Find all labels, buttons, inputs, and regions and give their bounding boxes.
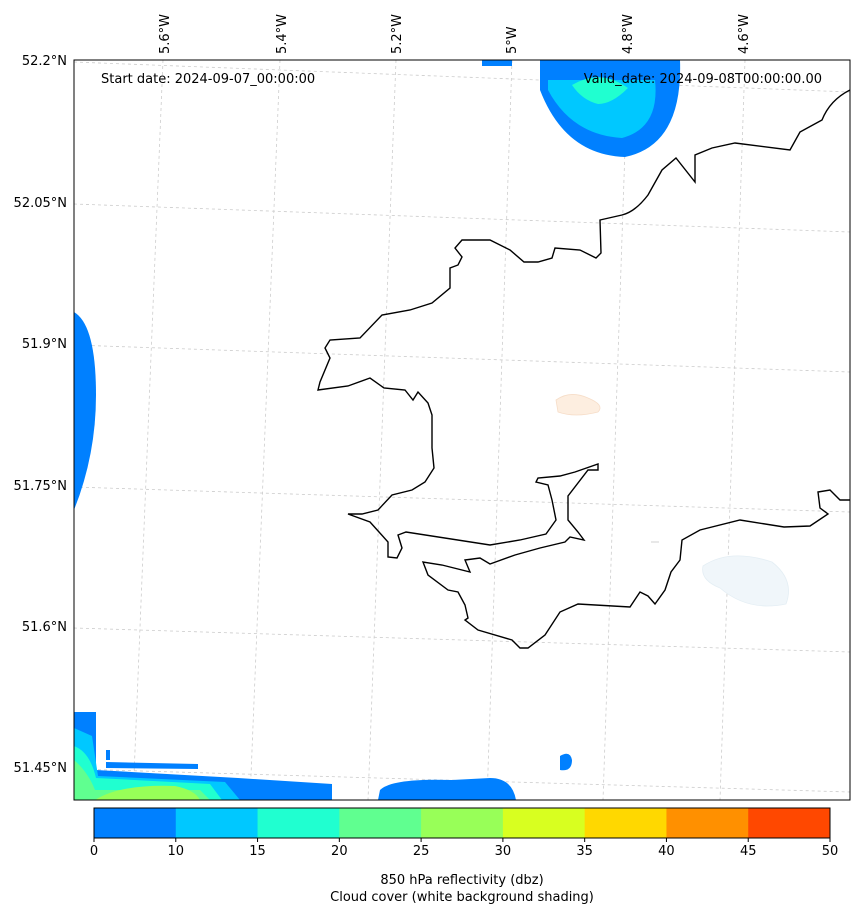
reflectivity-cell-south (378, 778, 516, 800)
colorbar (94, 808, 831, 838)
cloud-patch (651, 541, 659, 543)
lat-tick-label: 51.45°N (14, 761, 67, 776)
colorbar-segment (584, 808, 667, 838)
colorbar-segment (748, 808, 831, 838)
lat-tick-label: 51.75°N (14, 479, 67, 494)
colorbar-segment (94, 808, 177, 838)
colorbar-tick-label: 40 (658, 844, 675, 859)
colorbar-tick-label: 20 (331, 844, 348, 859)
reflectivity-strip-west (74, 312, 96, 510)
colorbar-sublabel: Cloud cover (white background shading) (330, 890, 594, 905)
colorbar-tick-label: 30 (495, 844, 512, 859)
colorbar-tick-label: 25 (413, 844, 430, 859)
reflectivity-band-southwest (74, 712, 332, 800)
map-content (74, 60, 850, 800)
cloud-patch (702, 555, 789, 607)
colorbar-label: 850 hPa reflectivity (dbz) (380, 873, 543, 888)
lat-tick-label: 51.6°N (22, 620, 67, 635)
colorbar-segment (502, 808, 586, 838)
map-frame (73, 59, 851, 801)
colorbar-tick-label: 50 (822, 844, 839, 859)
lon-tick-label: 4.8°W (621, 14, 636, 54)
lon-tick-label: 5.6°W (158, 14, 173, 54)
colorbar-segment (175, 808, 259, 838)
longitude-tick-labels: 5.6°W 5.4°W 5.2°W 5°W 4.8°W 4.6°W (158, 14, 752, 54)
lat-tick-label: 52.2°N (22, 54, 67, 69)
lon-tick-label: 5.2°W (390, 14, 405, 54)
colorbar-tick-label: 0 (90, 844, 98, 859)
lon-tick-label: 5.4°W (275, 14, 290, 54)
colorbar-tick-label: 35 (576, 844, 593, 859)
colorbar-tick-label: 10 (168, 844, 185, 859)
latitude-tick-labels: 52.2°N 52.05°N 51.9°N 51.75°N 51.6°N 51.… (14, 54, 67, 776)
coastline-main (317, 89, 850, 649)
lat-tick-label: 52.05°N (14, 196, 67, 211)
lon-tick-label: 4.6°W (737, 14, 752, 54)
reflectivity-cell-small (560, 753, 572, 771)
reflectivity-cell-north (482, 60, 681, 157)
colorbar-tick-label: 15 (249, 844, 266, 859)
lon-tick-label: 5°W (505, 26, 520, 54)
colorbar-segment (421, 808, 504, 838)
valid-date-label: Valid_date: 2024-09-08T00:00:00.00 (584, 72, 822, 87)
colorbar-tick-label: 45 (740, 844, 757, 859)
lat-tick-label: 51.9°N (22, 337, 67, 352)
map-background (74, 60, 850, 800)
start-date-label: Start date: 2024-09-07_00:00:00 (101, 72, 315, 87)
cloud-patch (555, 394, 601, 416)
colorbar-tick-labels: 0 10 15 20 25 30 35 40 45 50 (90, 838, 838, 859)
colorbar-segment (666, 808, 749, 838)
colorbar-frame (93, 807, 831, 839)
colorbar-segment (257, 808, 340, 838)
colorbar-segment (339, 808, 422, 838)
